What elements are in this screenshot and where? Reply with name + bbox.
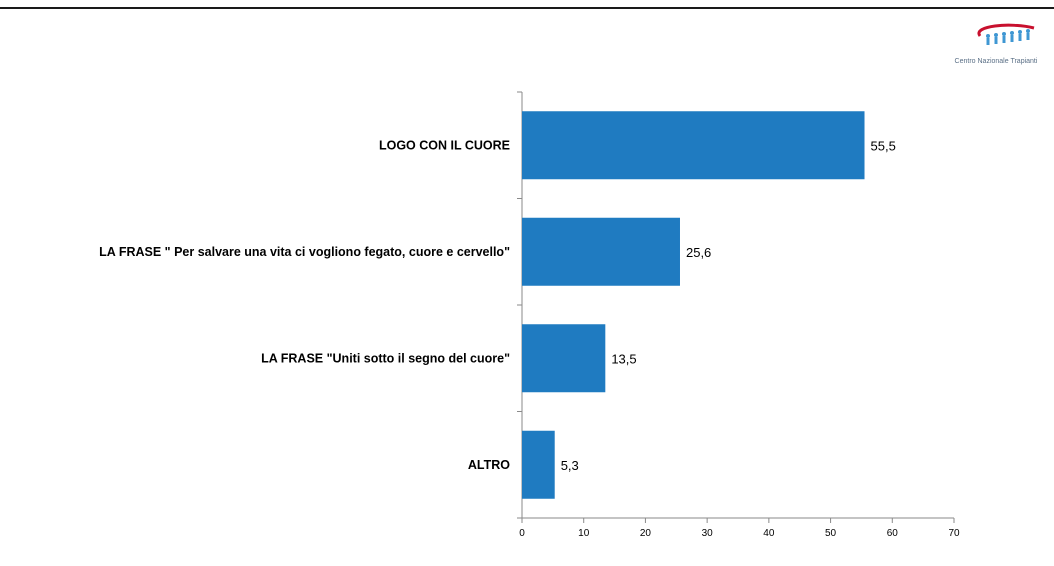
x-tick-label: 0 (519, 528, 525, 539)
category-label: LOGO CON IL CUORE (379, 138, 510, 152)
top-rule (0, 7, 1054, 9)
bar (522, 217, 680, 286)
logo-mark-icon (977, 23, 1035, 45)
x-tick-label: 50 (825, 528, 837, 539)
bar (522, 324, 606, 393)
x-tick-label: 40 (763, 528, 775, 539)
value-label: 55,5 (871, 138, 896, 153)
category-label: ALTRO (468, 458, 510, 472)
x-tick-label: 60 (887, 528, 899, 539)
x-tick-label: 20 (640, 528, 652, 539)
category-label: LA FRASE "Uniti sotto il segno del cuore… (261, 351, 510, 365)
x-tick-label: 30 (702, 528, 714, 539)
value-label: 25,6 (686, 245, 711, 260)
bar (522, 111, 865, 180)
logo: Centro Nazionale Trapianti (950, 20, 1045, 70)
x-tick-label: 70 (948, 528, 960, 539)
category-label: LA FRASE " Per salvare una vita ci vogli… (99, 245, 510, 259)
value-label: 13,5 (611, 351, 636, 366)
logo-caption: Centro Nazionale Trapianti (954, 58, 1038, 65)
bar (522, 430, 555, 499)
value-label: 5,3 (561, 458, 579, 473)
x-tick-label: 10 (578, 528, 590, 539)
